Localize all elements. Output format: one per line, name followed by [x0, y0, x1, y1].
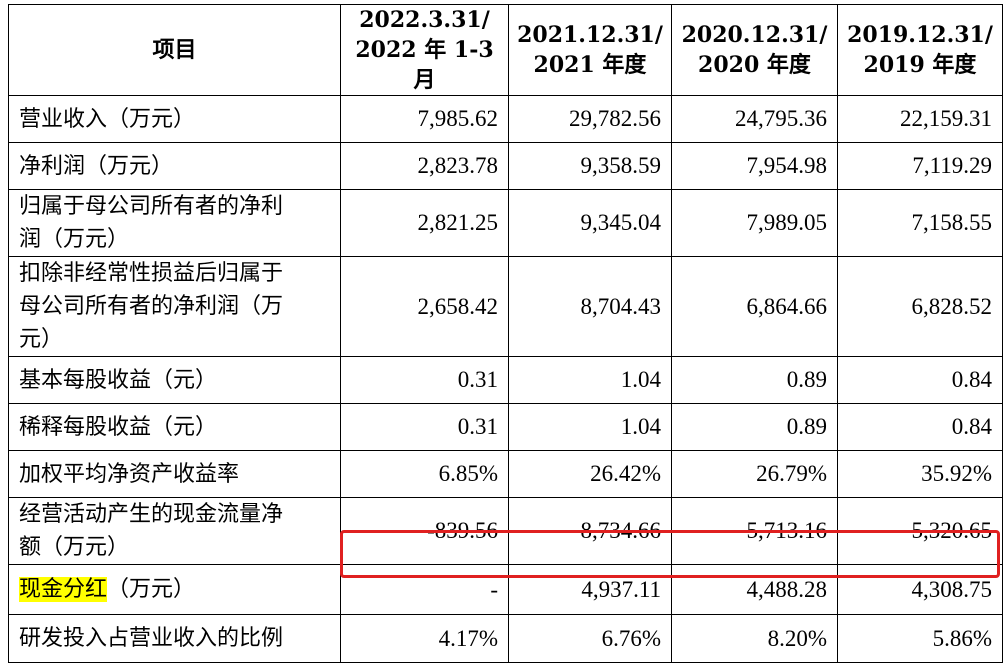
cell-value: 8.20%: [671, 614, 838, 663]
cell-value: 8,704.43: [508, 256, 672, 357]
row-label: 营业收入（万元）: [8, 95, 341, 143]
cell-value: 2,823.78: [340, 142, 509, 190]
cell-value: 0.89: [671, 403, 838, 451]
cell-value: 2,821.25: [340, 189, 509, 257]
cell-value: 35.92%: [837, 450, 1003, 498]
row-label: 净利润（万元）: [8, 142, 341, 190]
cell-value: 6,864.66: [671, 256, 838, 357]
table-row: 加权平均净资产收益率 6.85% 26.42% 26.79% 35.92%: [8, 450, 1003, 498]
table-row: 扣除非经常性损益后归属于 母公司所有者的净利润（万 元） 2,658.42 8,70…: [8, 256, 1003, 357]
cell-value: 7,985.62: [340, 95, 509, 143]
cell-value: 0.89: [671, 356, 838, 404]
cell-value: 2,658.42: [340, 256, 509, 357]
table-row: 归属于母公司所有者的净利 润（万元） 2,821.25 9,345.04 7,98…: [8, 189, 1003, 257]
cell-value: -839.56: [340, 497, 509, 565]
highlighted-text: 现金分红: [19, 577, 108, 602]
header-col-2022q1: 2022.3.31/2022 年 1-3 月: [340, 4, 509, 96]
table-row-highlighted: 现金分红（万元） - 4,937.11 4,488.28 4,308.75: [8, 564, 1003, 615]
cell-value: 1.04: [508, 356, 672, 404]
cell-value: 5.86%: [837, 614, 1003, 663]
row-label: 归属于母公司所有者的净利 润（万元）: [8, 189, 341, 257]
cell-value: 8,734.66: [508, 497, 672, 565]
row-label: 研发投入占营业收入的比例: [8, 614, 341, 663]
table-row: 经营活动产生的现金流量净 额（万元） -839.56 8,734.66 5,713…: [8, 497, 1003, 565]
cell-value: 0.84: [837, 403, 1003, 451]
cell-value: -: [340, 564, 509, 615]
row-label: 加权平均净资产收益率: [8, 450, 341, 498]
header-col-2019: 2019.12.31/2019 年度: [837, 4, 1003, 96]
cell-value: 24,795.36: [671, 95, 838, 143]
cell-value: 9,345.04: [508, 189, 672, 257]
cell-value: 7,158.55: [837, 189, 1003, 257]
table-row: 基本每股收益（元） 0.31 1.04 0.89 0.84: [8, 356, 1003, 404]
cell-value: 0.31: [340, 356, 509, 404]
financial-data-table: 项目 2022.3.31/2022 年 1-3 月 2021.12.31/202…: [8, 4, 1003, 663]
cell-value: 4.17%: [340, 614, 509, 663]
financial-table-container: 项目 2022.3.31/2022 年 1-3 月 2021.12.31/202…: [8, 4, 1003, 663]
header-col-2021: 2021.12.31/2021 年度: [508, 4, 672, 96]
table-row: 营业收入（万元） 7,985.62 29,782.56 24,795.36 22…: [8, 95, 1003, 143]
row-label: 基本每股收益（元）: [8, 356, 341, 404]
table-row: 净利润（万元） 2,823.78 9,358.59 7,954.98 7,119…: [8, 142, 1003, 190]
cell-value: 29,782.56: [508, 95, 672, 143]
header-row: 项目 2022.3.31/2022 年 1-3 月 2021.12.31/202…: [8, 4, 1003, 96]
cell-value: 4,308.75: [837, 564, 1003, 615]
cell-value: 5,320.65: [837, 497, 1003, 565]
cell-value: 7,119.29: [837, 142, 1003, 190]
cell-value: 6.76%: [508, 614, 672, 663]
row-label: 稀释每股收益（元）: [8, 403, 341, 451]
cell-value: 5,713.16: [671, 497, 838, 565]
table-row: 稀释每股收益（元） 0.31 1.04 0.89 0.84: [8, 403, 1003, 451]
header-col-2020: 2020.12.31/2020 年度: [671, 4, 838, 96]
cell-value: 1.04: [508, 403, 672, 451]
cell-value: 4,937.11: [508, 564, 672, 615]
header-item: 项目: [8, 4, 341, 96]
cell-value: 26.42%: [508, 450, 672, 498]
cell-value: 22,159.31: [837, 95, 1003, 143]
cell-value: 6.85%: [340, 450, 509, 498]
table-row: 研发投入占营业收入的比例 4.17% 6.76% 8.20% 5.86%: [8, 614, 1003, 663]
cell-value: 4,488.28: [671, 564, 838, 615]
row-label: 扣除非经常性损益后归属于 母公司所有者的净利润（万 元）: [8, 256, 341, 357]
cell-value: 6,828.52: [837, 256, 1003, 357]
cell-value: 0.31: [340, 403, 509, 451]
cell-value: 7,954.98: [671, 142, 838, 190]
cell-value: 0.84: [837, 356, 1003, 404]
cell-value: 26.79%: [671, 450, 838, 498]
row-label: 经营活动产生的现金流量净 额（万元）: [8, 497, 341, 565]
row-label: 现金分红（万元）: [8, 564, 341, 615]
cell-value: 9,358.59: [508, 142, 672, 190]
cell-value: 7,989.05: [671, 189, 838, 257]
